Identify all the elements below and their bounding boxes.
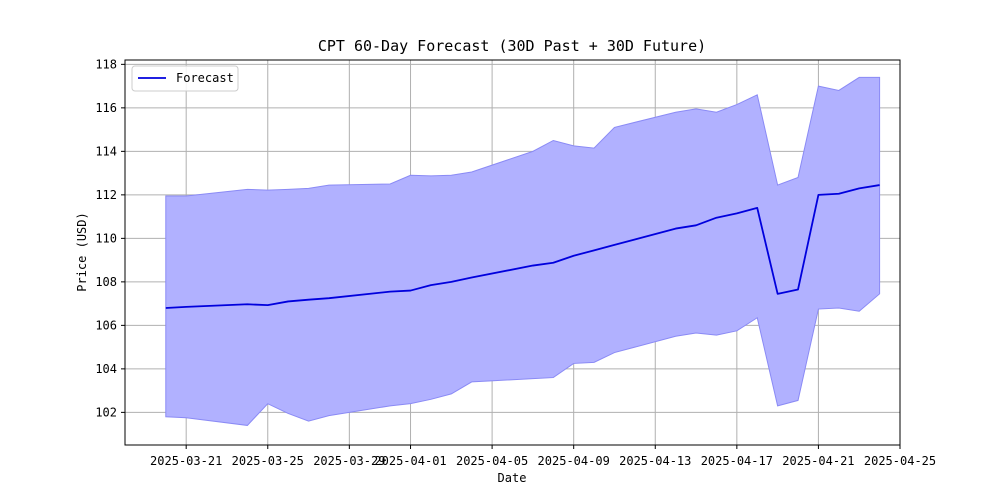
legend: Forecast xyxy=(131,65,239,92)
y-tick-label: 106 xyxy=(95,318,117,332)
y-tick-label: 110 xyxy=(95,231,117,245)
y-tick-label: 102 xyxy=(95,405,117,419)
x-tick-label: 2025-04-17 xyxy=(701,454,773,468)
y-axis-label: Price (USD) xyxy=(75,212,89,291)
legend-box xyxy=(131,65,239,92)
x-tick-label: 2025-04-09 xyxy=(538,454,610,468)
chart-title: CPT 60-Day Forecast (30D Past + 30D Futu… xyxy=(318,37,706,55)
x-tick-label: 2025-03-29 xyxy=(313,454,385,468)
x-tick-label: 2025-04-05 xyxy=(456,454,528,468)
y-tick-label: 118 xyxy=(95,57,117,71)
y-tick-label: 114 xyxy=(95,144,117,158)
x-axis-label: Date xyxy=(498,471,527,485)
x-tick-label: 2025-04-13 xyxy=(619,454,691,468)
x-tick-label: 2025-04-01 xyxy=(374,454,446,468)
y-tick-label: 116 xyxy=(95,101,117,115)
x-axis-ticks: 2025-03-21 2025-03-25 2025-03-292025-04-01… xyxy=(150,445,936,468)
x-tick-label: 2025-04-21 xyxy=(782,454,854,468)
y-axis-ticks: 102 104 106 108 110 112 114 116 118 xyxy=(95,57,125,419)
x-tick-label: 2025-03-25 xyxy=(232,454,304,468)
forecast-line xyxy=(165,184,880,309)
legend-label-forecast: Forecast xyxy=(176,71,234,85)
plot-frame xyxy=(124,59,901,446)
forecast-confidence-band xyxy=(165,76,881,426)
x-tick-label: 2025-04-25 xyxy=(864,454,936,468)
forecast-line-layer xyxy=(165,184,880,309)
y-tick-label: 104 xyxy=(95,362,117,376)
forecast-band xyxy=(165,76,881,426)
y-tick-label: 112 xyxy=(95,188,117,202)
y-tick-label: 108 xyxy=(95,275,117,289)
x-tick-label: 2025-03-21 xyxy=(150,454,222,468)
